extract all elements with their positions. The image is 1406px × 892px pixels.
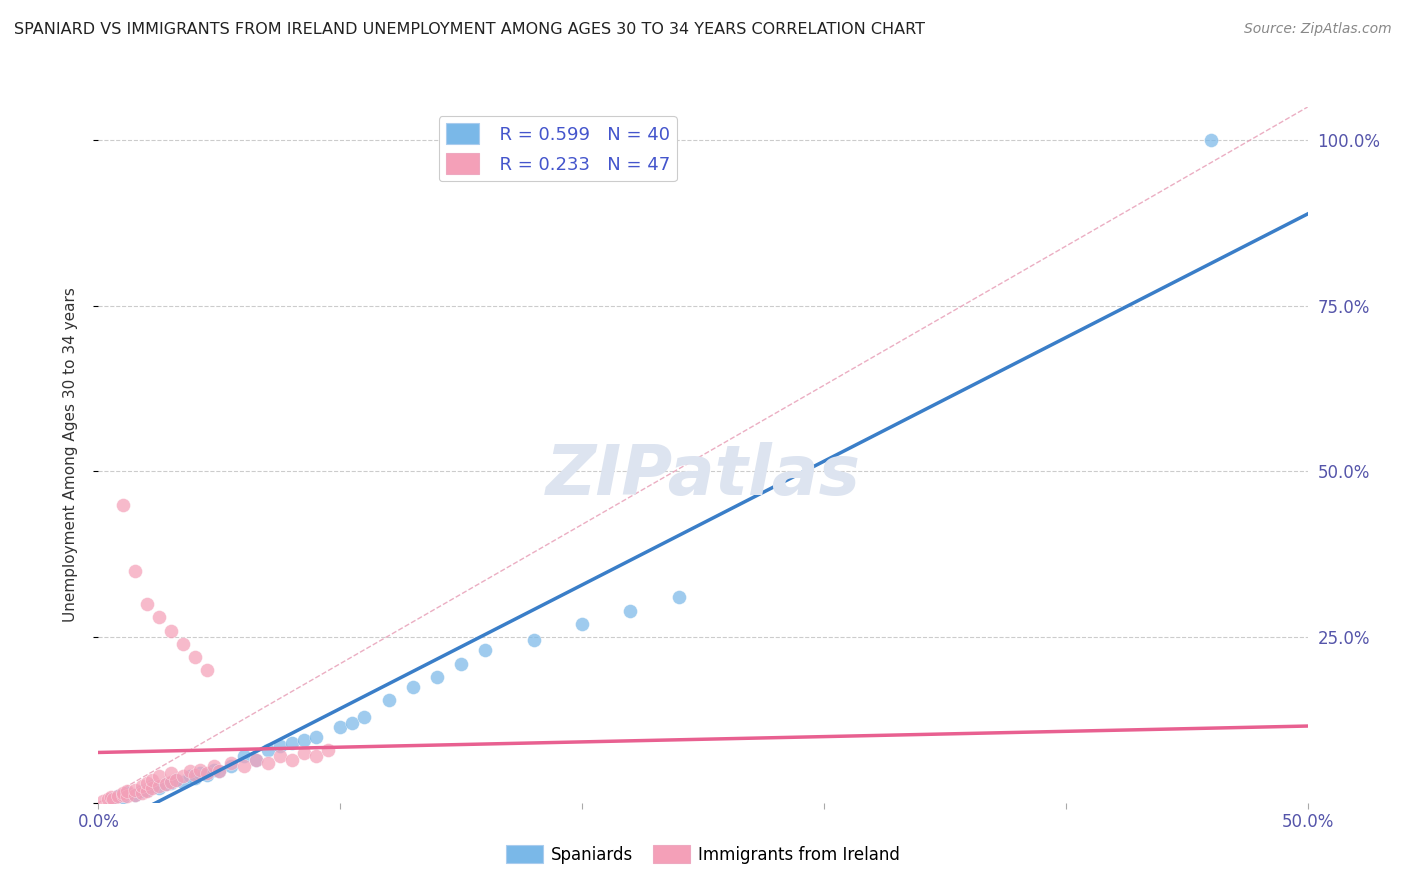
Point xyxy=(135,782,157,797)
Point xyxy=(131,779,153,793)
Point xyxy=(221,759,243,773)
Text: ZIPatlas: ZIPatlas xyxy=(546,442,860,509)
Point xyxy=(474,643,496,657)
Point xyxy=(668,591,690,605)
Point xyxy=(195,766,218,780)
Point xyxy=(135,597,157,611)
Legend: Spaniards, Immigrants from Ireland: Spaniards, Immigrants from Ireland xyxy=(499,838,907,871)
Point xyxy=(232,759,254,773)
Point xyxy=(160,776,183,790)
Point xyxy=(204,763,226,777)
Point xyxy=(571,616,593,631)
Point xyxy=(117,789,139,804)
Point xyxy=(111,788,134,802)
Point xyxy=(353,709,375,723)
Point xyxy=(256,743,278,757)
Point xyxy=(179,764,201,778)
Point xyxy=(342,716,364,731)
Point xyxy=(269,749,291,764)
Legend:   R = 0.599   N = 40,   R = 0.233   N = 47: R = 0.599 N = 40, R = 0.233 N = 47 xyxy=(439,116,678,181)
Point xyxy=(184,650,207,665)
Point xyxy=(245,753,267,767)
Point xyxy=(188,763,211,777)
Point xyxy=(111,498,134,512)
Point xyxy=(117,786,139,800)
Point xyxy=(195,663,218,677)
Text: Source: ZipAtlas.com: Source: ZipAtlas.com xyxy=(1244,22,1392,37)
Point xyxy=(160,774,183,789)
Point xyxy=(148,769,170,783)
Point xyxy=(208,764,231,778)
Point xyxy=(100,792,122,806)
Point xyxy=(91,794,114,808)
Point xyxy=(329,720,352,734)
Point xyxy=(107,789,129,804)
Point xyxy=(100,790,122,805)
Point xyxy=(107,789,129,804)
Point xyxy=(195,768,218,782)
Point xyxy=(292,746,315,760)
Point xyxy=(97,792,120,806)
Point xyxy=(148,779,170,793)
Point xyxy=(111,786,134,800)
Point xyxy=(232,749,254,764)
Point xyxy=(377,693,399,707)
Point xyxy=(160,624,183,638)
Point xyxy=(281,753,304,767)
Point xyxy=(148,781,170,796)
Point xyxy=(184,768,207,782)
Point xyxy=(135,776,157,790)
Point xyxy=(305,730,328,744)
Point xyxy=(316,743,339,757)
Point xyxy=(450,657,472,671)
Point xyxy=(148,610,170,624)
Point xyxy=(141,781,163,796)
Point xyxy=(155,777,177,791)
Point xyxy=(111,790,134,805)
Point xyxy=(245,753,267,767)
Point xyxy=(165,772,187,787)
Point xyxy=(292,732,315,747)
Point xyxy=(117,784,139,798)
Point xyxy=(281,736,304,750)
Point xyxy=(172,774,194,789)
Point xyxy=(155,777,177,791)
Point xyxy=(188,766,211,780)
Point xyxy=(204,759,226,773)
Point xyxy=(131,786,153,800)
Point xyxy=(172,769,194,783)
Point xyxy=(256,756,278,770)
Point xyxy=(124,782,146,797)
Point xyxy=(269,739,291,754)
Point xyxy=(131,784,153,798)
Point xyxy=(101,792,124,806)
Point xyxy=(305,749,328,764)
Point xyxy=(165,772,187,787)
Y-axis label: Unemployment Among Ages 30 to 34 years: Unemployment Among Ages 30 to 34 years xyxy=(63,287,77,623)
Point xyxy=(124,788,146,802)
Text: SPANIARD VS IMMIGRANTS FROM IRELAND UNEMPLOYMENT AMONG AGES 30 TO 34 YEARS CORRE: SPANIARD VS IMMIGRANTS FROM IRELAND UNEM… xyxy=(14,22,925,37)
Point xyxy=(184,771,207,785)
Point xyxy=(619,604,641,618)
Point xyxy=(208,764,231,778)
Point xyxy=(141,779,163,793)
Point xyxy=(124,788,146,802)
Point xyxy=(172,637,194,651)
Point xyxy=(141,772,163,787)
Point xyxy=(1199,133,1222,147)
Point xyxy=(124,564,146,578)
Point xyxy=(523,633,546,648)
Point xyxy=(402,680,425,694)
Point xyxy=(179,769,201,783)
Point xyxy=(160,766,183,780)
Point xyxy=(135,784,157,798)
Point xyxy=(221,756,243,770)
Point xyxy=(426,670,449,684)
